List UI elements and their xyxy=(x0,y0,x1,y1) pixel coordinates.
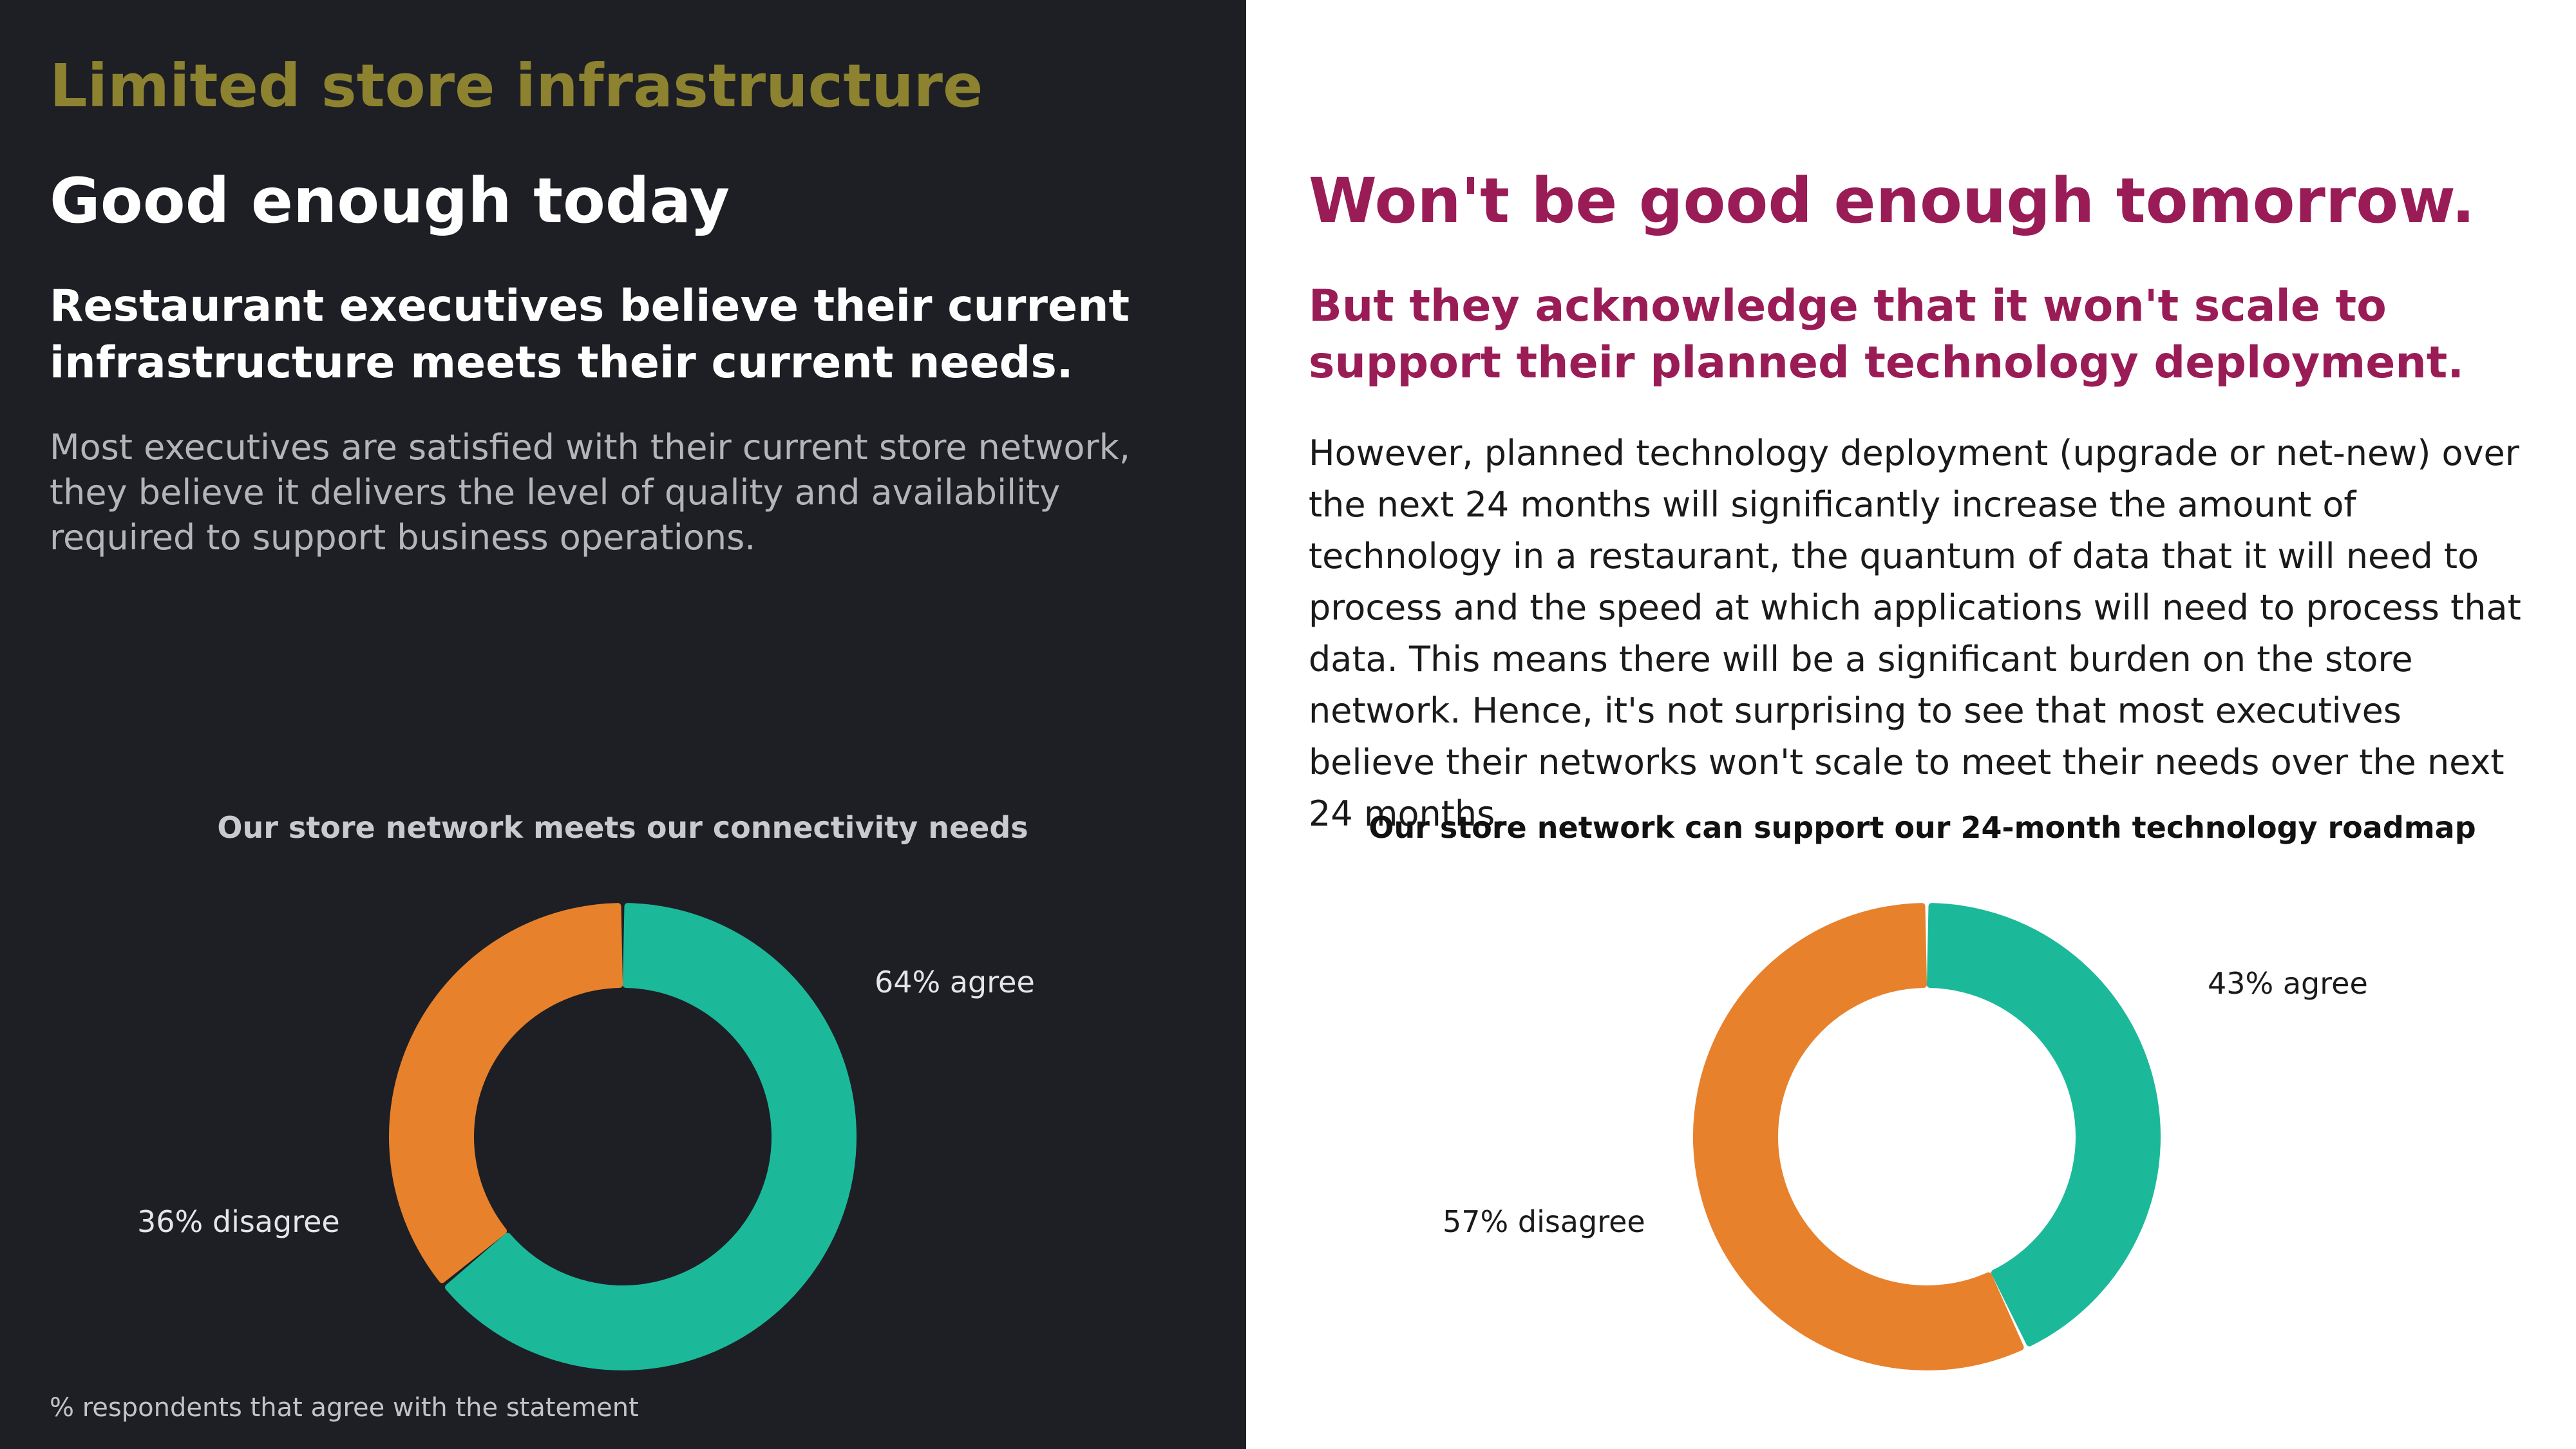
right-headline: Won't be good enough tomorrow. xyxy=(1309,165,2476,237)
chart-2-agree-label: 43% agree xyxy=(2208,966,2368,1001)
footnote: % respondents that agree with the statem… xyxy=(50,1393,639,1423)
chart-1-title: Our store network meets our connectivity… xyxy=(217,810,1028,845)
right-subhead: But they acknowledge that it won't scale… xyxy=(1309,281,2465,388)
donut-slice-agree xyxy=(444,903,857,1370)
left-panel: Limited store infrastructure Good enough… xyxy=(0,0,1246,1449)
left-subhead: Restaurant executives believe their curr… xyxy=(50,281,1130,388)
right-body-text: However, planned technology deployment (… xyxy=(1309,433,2521,834)
chart-1-agree-label: 64% agree xyxy=(875,965,1035,999)
right-panel: Won't be good enough tomorrow. But they … xyxy=(1246,0,2576,1449)
left-headline: Good enough today xyxy=(50,165,730,237)
donut-chart-1 xyxy=(389,903,857,1370)
chart-2-disagree-label: 57% disagree xyxy=(1443,1204,1645,1239)
donut-chart-2 xyxy=(1693,903,2161,1370)
donut-slice-disagree xyxy=(389,903,623,1283)
section-title: Limited store infrastructure xyxy=(50,52,983,120)
left-body-text: Most executives are satisfied with their… xyxy=(50,427,1131,558)
donut-slice-disagree xyxy=(1693,903,2024,1370)
chart-1-disagree-label: 36% disagree xyxy=(137,1204,340,1239)
chart-2-title: Our store network can support our 24-mon… xyxy=(1368,810,2476,845)
donut-slice-agree xyxy=(1926,903,2161,1347)
